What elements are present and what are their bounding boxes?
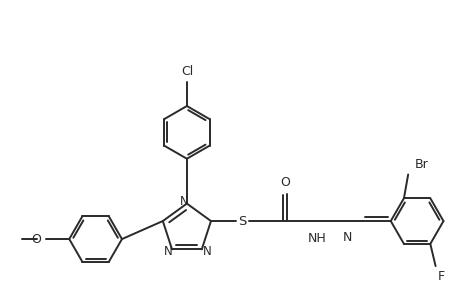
Text: S: S — [238, 214, 246, 227]
Text: F: F — [437, 270, 444, 283]
Text: N: N — [179, 195, 188, 208]
Text: N: N — [342, 230, 351, 244]
Text: N: N — [163, 245, 172, 259]
Text: Br: Br — [414, 158, 427, 171]
Text: N: N — [202, 245, 211, 258]
Text: O: O — [31, 232, 41, 246]
Text: NH: NH — [308, 232, 326, 244]
Text: Cl: Cl — [180, 65, 193, 78]
Text: O: O — [279, 176, 289, 189]
